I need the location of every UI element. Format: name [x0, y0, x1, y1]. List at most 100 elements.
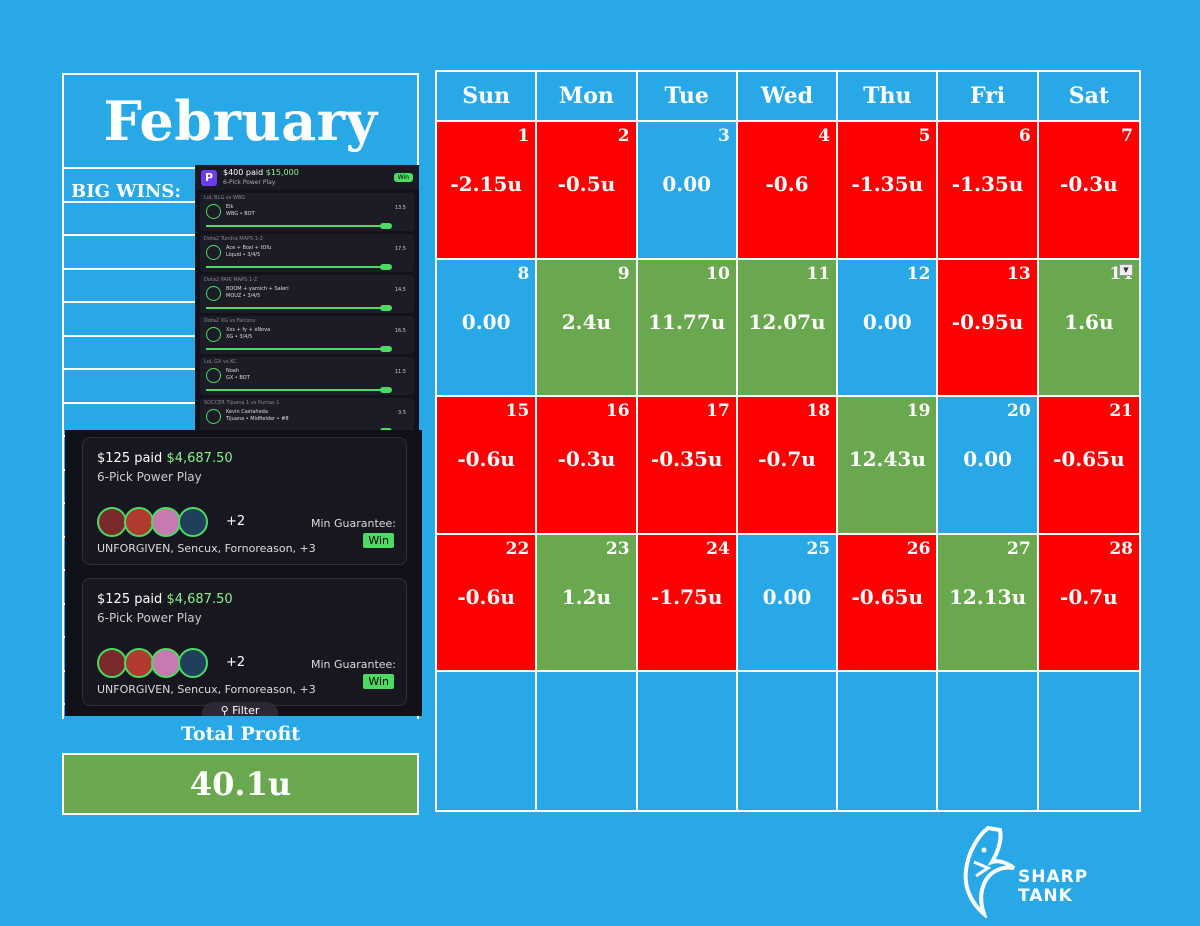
pick-row: Dota2 PARI MAPS 1-2 BOOM + yamich + Saler… [200, 275, 414, 313]
entry-card: $125 paid $4,687.50 6-Pick Power Play +2… [82, 437, 407, 565]
day-number: 20 [1007, 401, 1031, 422]
day-number: 7 [1121, 126, 1133, 146]
win-badge: Win [363, 533, 394, 548]
win-screenshot-1: P $400 paid $15,000 6-Pick Power Play Wi… [195, 165, 419, 437]
empty-day-cell[interactable] [938, 672, 1039, 810]
pick-stat: 16.5 [394, 328, 406, 334]
day-cell-24[interactable]: 24 -1.75u [637, 534, 738, 673]
entry-card: $125 paid $4,687.50 6-Pick Power Play +2… [82, 578, 407, 706]
day-cell-20[interactable]: 20 0.00 [938, 397, 1039, 535]
avatar [206, 245, 221, 260]
day-profit: -0.65u [1053, 447, 1125, 472]
filter-label: Filter [232, 704, 260, 716]
day-profit: -0.7u [758, 447, 816, 472]
day-cell-21[interactable]: 21 -0.65u [1038, 397, 1139, 535]
empty-day-cell[interactable] [1038, 672, 1139, 810]
empty-day-cell[interactable] [637, 672, 738, 810]
day-cell-23[interactable]: 23 1.2u [537, 534, 638, 673]
day-cell-22[interactable]: 22 -0.6u [437, 534, 538, 673]
day-profit: -0.5u [557, 172, 616, 196]
empty-day-cell[interactable] [537, 672, 638, 810]
pick-name: Kevin Castañeda [226, 409, 268, 415]
day-cell-5[interactable]: 5 -1.35u [838, 122, 939, 260]
day-number: 6 [1018, 126, 1031, 146]
day-number: 18 [806, 401, 831, 422]
day-number: 21 [1109, 401, 1133, 422]
win-screenshot-2: $125 paid $4,687.50 6-Pick Power Play +2… [65, 430, 422, 716]
day-profit: 0.00 [862, 309, 912, 334]
day-profit: 1.6u [1064, 309, 1114, 334]
left-panel: February BIG WINS: P $400 paid $15,000 6… [62, 73, 422, 818]
day-cell-2[interactable]: 2 -0.5u [537, 122, 638, 260]
weekday-header-sat: Sat [1038, 72, 1139, 122]
day-number: 5 [918, 126, 931, 146]
win-badge: Win [363, 674, 394, 689]
filter-button[interactable]: ⚲ Filter [202, 702, 278, 716]
avatar [151, 648, 181, 678]
day-cell-7[interactable]: 7 -0.3u [1038, 122, 1139, 260]
more-count: +2 [226, 655, 246, 670]
shark-icon [963, 825, 1016, 921]
play-type: 6-Pick Power Play [223, 179, 276, 186]
avatar [206, 327, 221, 342]
day-cell-8[interactable]: 8 0.00 [437, 259, 538, 398]
pick-stat: 13.5 [394, 205, 406, 211]
empty-day-cell[interactable] [437, 672, 538, 810]
pick-header: Dota2 Tundra MAPS 1-2 [204, 236, 263, 242]
empty-day-cell[interactable] [737, 672, 839, 810]
day-cell-15[interactable]: 15 -0.6u [437, 397, 538, 535]
pick-stat: 3.5 [398, 410, 406, 416]
day-cell-9[interactable]: 9 2.4u [537, 259, 638, 398]
paid-amount: $125 paid [97, 451, 163, 466]
day-cell-25[interactable]: 25 0.00 [737, 534, 839, 673]
day-cell-27[interactable]: 27 12.13u [938, 534, 1039, 673]
day-number: 12 [906, 263, 931, 284]
day-cell-14[interactable]: 141.6u▼ [1038, 259, 1139, 398]
day-cell-28[interactable]: 28 -0.7u [1038, 534, 1139, 673]
day-number: 27 [1007, 538, 1031, 559]
day-cell-4[interactable]: 4 -0.6 [737, 122, 839, 260]
dropdown-arrow-icon[interactable]: ▼ [1118, 263, 1133, 276]
day-cell-19[interactable]: 19 12.43u [838, 397, 939, 535]
day-number: 8 [517, 263, 530, 284]
weekday-header-sun: Sun [437, 72, 538, 122]
day-cell-11[interactable]: 11 12.07u [737, 259, 839, 398]
day-cell-18[interactable]: 18 -0.7u [737, 397, 839, 535]
progress-dot [380, 387, 392, 393]
month-title-box: February [62, 73, 419, 169]
day-profit: -0.3u [557, 447, 616, 472]
pick-name: Ace + Boxi + tOfu [226, 245, 272, 251]
avatar [178, 507, 208, 537]
day-cell-1[interactable]: 1 -2.15u [437, 122, 538, 260]
day-cell-17[interactable]: 17 -0.35u [637, 397, 738, 535]
progress-bar [206, 348, 384, 350]
empty-day-cell[interactable] [838, 672, 939, 810]
app-logo-icon: P [201, 169, 217, 186]
progress-dot [380, 264, 392, 270]
day-cell-3[interactable]: 3 0.00 [637, 122, 738, 260]
progress-dot [380, 305, 392, 311]
month-title: February [103, 89, 378, 153]
avatar [206, 204, 221, 219]
day-number: 4 [818, 126, 831, 146]
progress-bar [206, 307, 384, 309]
day-number: 3 [718, 126, 730, 146]
day-cell-12[interactable]: 12 0.00 [838, 259, 939, 398]
day-profit: -0.6u [457, 584, 515, 609]
day-profit: 12.43u [848, 447, 926, 472]
logo-line-2: TANK [1018, 886, 1073, 906]
win-badge: Win [393, 173, 413, 182]
day-number: 23 [605, 538, 630, 559]
day-cell-10[interactable]: 10 11.77u [637, 259, 738, 398]
avatar [178, 648, 208, 678]
day-cell-16[interactable]: 16 -0.3u [537, 397, 638, 535]
day-number: 16 [605, 401, 630, 422]
avatar [206, 368, 221, 383]
day-number: 2 [617, 126, 630, 146]
day-cell-6[interactable]: 6 -1.35u [938, 122, 1039, 260]
day-cell-26[interactable]: 26 -0.65u [838, 534, 939, 673]
day-cell-13[interactable]: 13 -0.95u [938, 259, 1039, 398]
filter-icon: ⚲ [220, 704, 229, 716]
pick-stat: 14.5 [394, 287, 406, 293]
total-profit-value: 40.1u [189, 765, 292, 803]
